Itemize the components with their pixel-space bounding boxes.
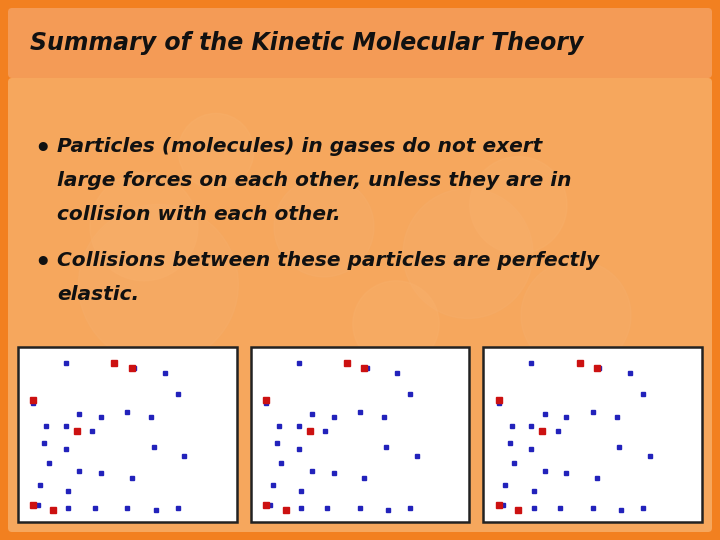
Circle shape <box>90 173 198 281</box>
Text: Collisions between these particles are perfectly: Collisions between these particles are p… <box>57 251 599 270</box>
Circle shape <box>78 205 238 364</box>
Text: Summary of the Kinetic Molecular Theory: Summary of the Kinetic Molecular Theory <box>30 31 583 55</box>
Bar <box>18 347 237 522</box>
Text: •: • <box>34 137 50 163</box>
Text: collision with each other.: collision with each other. <box>57 205 341 224</box>
Bar <box>483 347 702 522</box>
Circle shape <box>179 113 254 189</box>
Text: large forces on each other, unless they are in: large forces on each other, unless they … <box>57 171 572 190</box>
Circle shape <box>469 157 567 254</box>
FancyBboxPatch shape <box>8 78 712 532</box>
Text: elastic.: elastic. <box>57 285 139 304</box>
Text: •: • <box>34 251 50 277</box>
Circle shape <box>403 188 533 319</box>
Bar <box>251 347 469 522</box>
Circle shape <box>353 281 439 367</box>
Text: Particles (molecules) in gases do not exert: Particles (molecules) in gases do not ex… <box>57 137 542 156</box>
Circle shape <box>274 177 374 277</box>
FancyBboxPatch shape <box>8 8 712 78</box>
Circle shape <box>521 260 631 370</box>
